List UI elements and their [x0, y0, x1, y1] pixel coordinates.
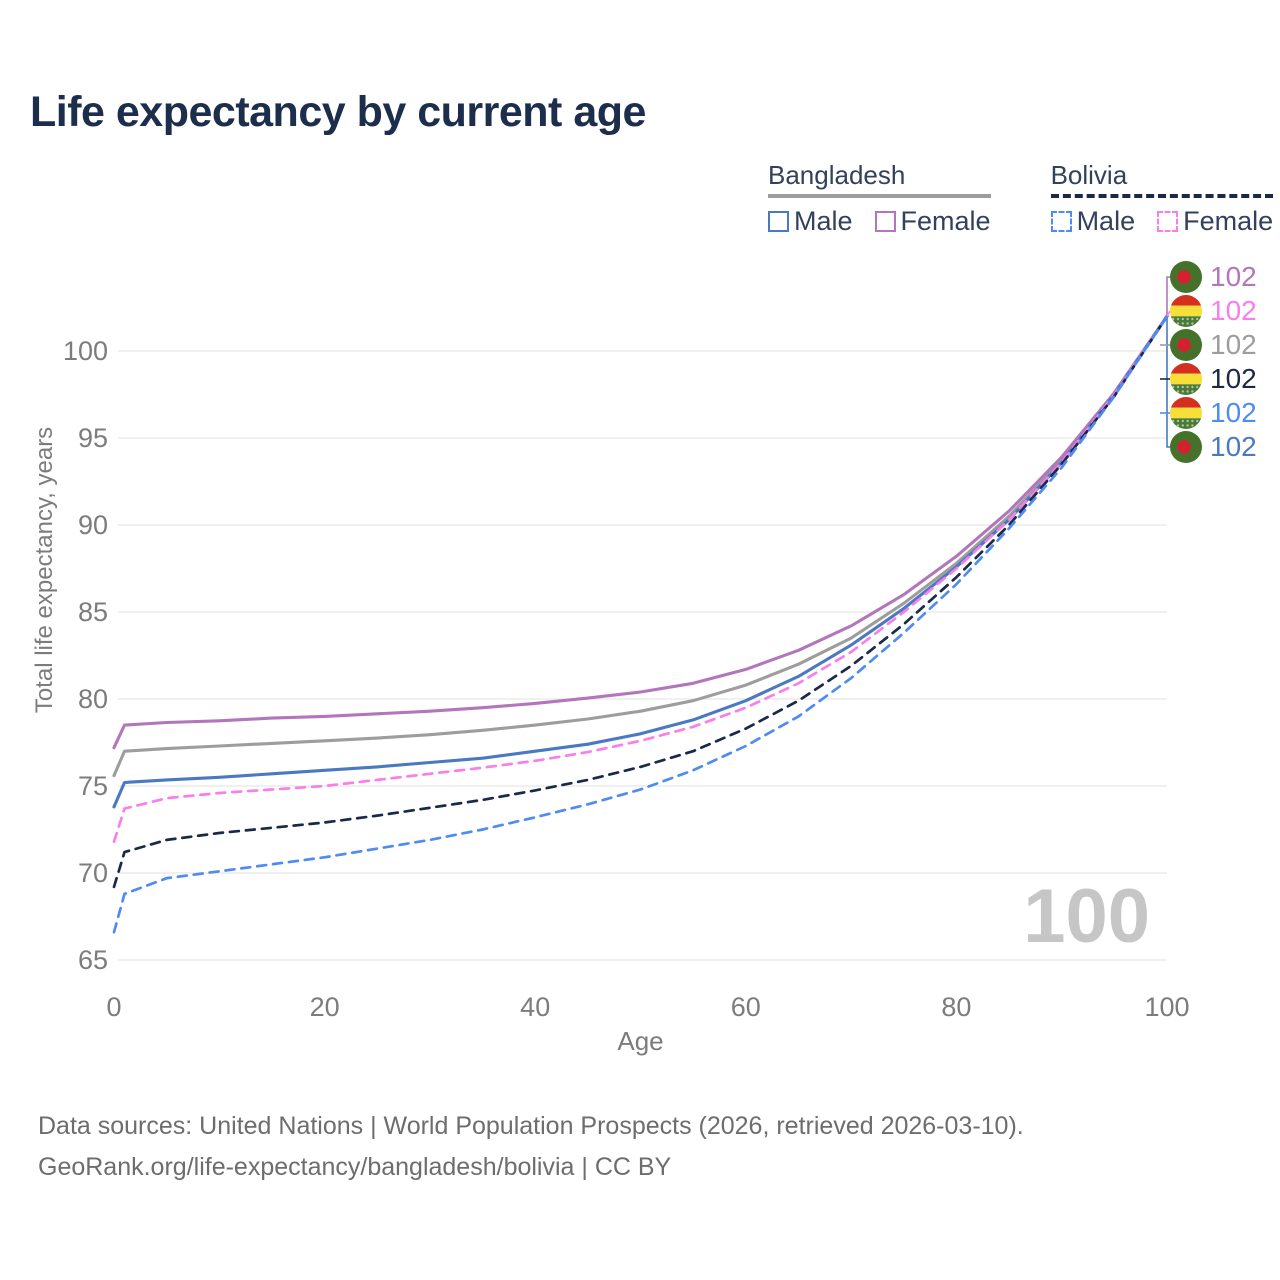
y-tick-label: 95 — [78, 423, 108, 453]
legend-items-bolivia: Male Female — [1050, 206, 1273, 237]
end-value-label: 102 — [1210, 397, 1257, 428]
footer-attribution-link[interactable]: GeoRank.org/life-expectancy/bangladesh/b… — [38, 1153, 672, 1181]
legend-item-label: Male — [794, 206, 853, 236]
legend-group-bolivia: Bolivia Male Female — [1050, 160, 1274, 237]
series-line-bolivia-male — [112, 314, 1169, 934]
x-tick-label: 20 — [310, 992, 340, 1022]
x-tick-label: 40 — [520, 992, 550, 1022]
age-watermark: 100 — [1023, 874, 1150, 959]
legend-country-bolivia[interactable]: Bolivia — [1050, 160, 1274, 198]
bangladesh-male-swatch — [768, 211, 789, 232]
legend-item-label: Female — [900, 206, 991, 236]
legend-country-label: Bangladesh — [768, 160, 906, 190]
bangladesh-female-swatch — [874, 211, 896, 232]
legend-item-bolivia-female[interactable]: Female — [1157, 206, 1273, 237]
bangladesh-flag-icon — [1170, 261, 1202, 293]
bangladesh-flag-icon — [1170, 431, 1202, 463]
y-tick-label: 70 — [78, 858, 108, 888]
legend-country-bangladesh[interactable]: Bangladesh — [768, 160, 991, 198]
end-value-label: 102 — [1210, 329, 1257, 360]
legend-group-bangladesh: Bangladesh Male Female — [768, 160, 991, 237]
legend-item-bangladesh-male[interactable]: Male — [768, 206, 853, 237]
bangladesh-flag-icon — [1170, 329, 1202, 361]
page-title: Life expectancy by current age — [30, 88, 646, 136]
y-axis-title: Total life expectancy, years — [31, 427, 58, 713]
legend-item-bolivia-male[interactable]: Male — [1050, 206, 1136, 237]
footer: Data sources: United Nations | World Pop… — [38, 1106, 1238, 1188]
bolivia-dashed-line-swatch — [1050, 194, 1274, 198]
y-tick-label: 100 — [63, 336, 108, 366]
leader-line — [1166, 276, 1170, 317]
end-value-label: 102 — [1210, 261, 1257, 292]
end-value-label: 102 — [1210, 363, 1257, 394]
series-line-bolivia — [112, 314, 1169, 889]
bolivia-flag-icon — [1170, 295, 1202, 327]
series-line-bangladesh-male — [112, 314, 1169, 809]
series-line-bolivia-female — [112, 314, 1169, 844]
legend-item-label: Female — [1183, 206, 1274, 236]
x-tick-label: 60 — [731, 992, 761, 1022]
legend-item-bangladesh-female[interactable]: Female — [874, 206, 991, 237]
y-tick-label: 65 — [78, 945, 108, 975]
x-tick-label: 100 — [1144, 992, 1189, 1022]
legend-item-label: Male — [1076, 206, 1136, 236]
chart-legend: Bangladesh Male Female Bolivia — [768, 160, 1274, 237]
series-line-bangladesh-female — [112, 314, 1169, 750]
y-tick-label: 75 — [78, 771, 108, 801]
end-value-label: 102 — [1210, 295, 1257, 326]
legend-items-bangladesh: Male Female — [768, 206, 991, 237]
x-tick-label: 0 — [106, 992, 121, 1022]
y-tick-label: 80 — [78, 684, 108, 714]
y-tick-label: 90 — [78, 510, 108, 540]
bolivia-male-swatch — [1050, 211, 1072, 232]
y-tick-label: 85 — [78, 597, 108, 627]
bolivia-flag-icon — [1170, 363, 1202, 395]
bangladesh-solid-line-swatch — [768, 194, 991, 198]
x-axis-title: Age — [617, 1026, 663, 1056]
leader-line — [1166, 310, 1171, 317]
series-line-bangladesh — [112, 314, 1169, 778]
end-value-label: 102 — [1210, 431, 1257, 462]
bolivia-female-swatch — [1157, 211, 1179, 232]
leader-line — [1166, 318, 1170, 448]
footer-data-sources: Data sources: United Nations | World Pop… — [38, 1112, 1024, 1140]
legend-country-label: Bolivia — [1050, 160, 1128, 190]
bolivia-flag-icon — [1170, 397, 1202, 429]
x-tick-label: 80 — [941, 992, 971, 1022]
